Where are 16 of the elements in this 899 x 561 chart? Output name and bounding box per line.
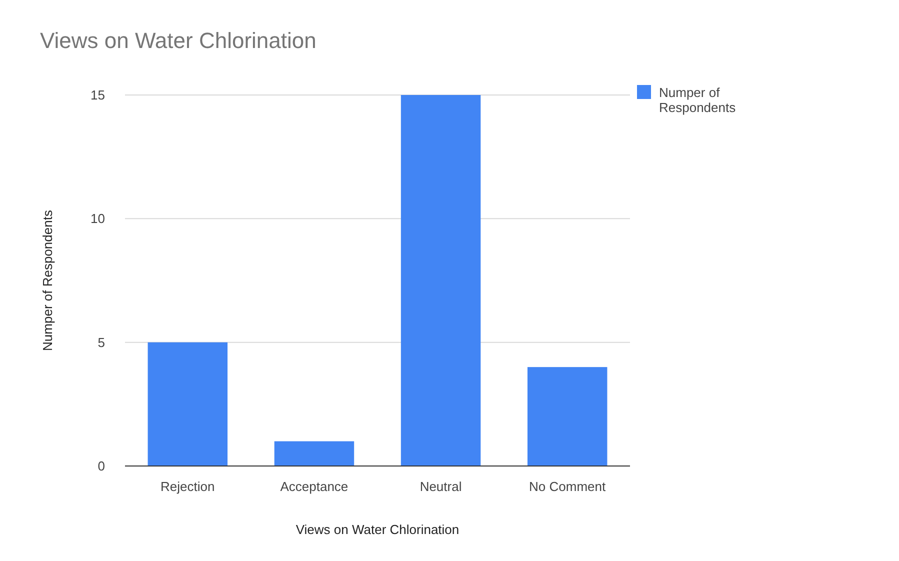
y-tick-label: 15: [90, 88, 105, 103]
x-tick-label: Rejection: [160, 479, 215, 494]
bar: [400, 95, 481, 466]
y-tick-label: 10: [90, 211, 105, 226]
y-axis-title: Numper of Respondents: [40, 210, 55, 351]
y-tick-label: 5: [98, 334, 105, 350]
chart-title: Views on Water Chlorination: [40, 28, 316, 53]
bar: [274, 441, 354, 466]
x-tick-label: Neutral: [420, 479, 462, 494]
y-tick-label: 0: [98, 458, 105, 474]
x-axis-title: Views on Water Chlorination: [296, 522, 460, 537]
bar: [527, 367, 608, 466]
x-tick-label: No Comment: [529, 479, 606, 494]
legend-label: Numper of Respondents: [659, 85, 736, 115]
bar: [148, 342, 228, 466]
x-tick-label: Acceptance: [280, 479, 348, 494]
